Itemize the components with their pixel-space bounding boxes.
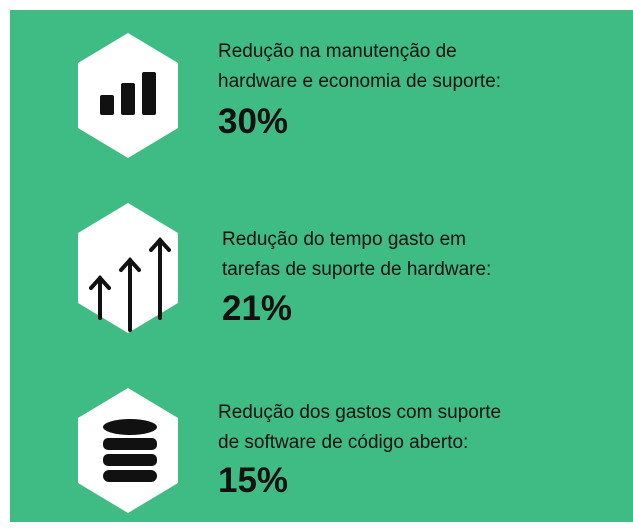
item-text: Redução na manutenção de	[218, 41, 457, 62]
item-value: 30%	[218, 102, 288, 141]
item-value: 21%	[222, 289, 292, 328]
item-text: hardware e economia de suporte:	[218, 71, 501, 92]
item-text: de software de código aberto:	[218, 432, 468, 453]
database-icon	[103, 419, 157, 482]
bar-icon	[100, 72, 156, 115]
item-text: Redução do tempo gasto em	[222, 229, 466, 250]
hexagon	[78, 388, 178, 513]
arrows-icon	[89, 237, 171, 332]
item-text: tarefas de suporte de hardware:	[222, 259, 491, 280]
item-text: Redução dos gastos com suporte	[218, 402, 501, 423]
item-value: 15%	[218, 461, 288, 500]
